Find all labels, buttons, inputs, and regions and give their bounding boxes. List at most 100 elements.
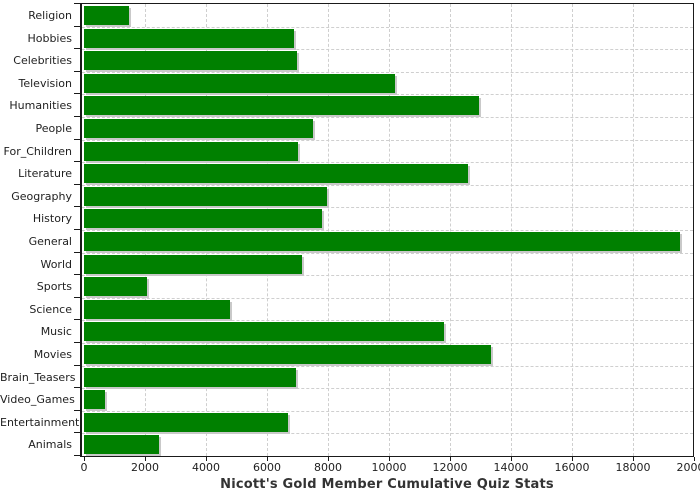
v-gridline xyxy=(450,4,451,456)
y-tick-label-for_children: For_Children xyxy=(3,145,72,158)
y-tick-label-sports: Sports xyxy=(36,280,72,293)
bar-for_children xyxy=(84,142,298,161)
x-tick-mark xyxy=(206,457,207,461)
v-gridline xyxy=(633,4,634,456)
y-tick-mark xyxy=(74,410,80,411)
x-tick-mark xyxy=(84,457,85,461)
y-tick-label-religion: Religion xyxy=(28,9,72,22)
x-tick-label-10000: 10000 xyxy=(371,461,407,474)
x-tick-label-16000: 16000 xyxy=(554,461,590,474)
bar-people xyxy=(84,119,313,138)
y-tick-label-movies: Movies xyxy=(33,348,72,361)
y-tick-label-people: People xyxy=(35,122,72,135)
x-tick-label-6000: 6000 xyxy=(253,461,281,474)
x-tick-label-0: 0 xyxy=(80,461,88,474)
x-tick-mark xyxy=(389,457,390,461)
x-tick-mark xyxy=(450,457,451,461)
h-gridline xyxy=(82,320,693,321)
y-tick-mark xyxy=(74,342,80,343)
y-tick-mark xyxy=(74,93,80,94)
x-tick-label-18000: 18000 xyxy=(615,461,651,474)
h-gridline xyxy=(82,162,693,163)
y-tick-mark xyxy=(74,184,80,185)
bar-celebrities xyxy=(84,51,297,70)
h-gridline xyxy=(82,49,693,50)
h-gridline xyxy=(82,343,693,344)
y-tick-label-general: General xyxy=(28,235,72,248)
y-tick-mark xyxy=(74,274,80,275)
y-tick-label-animals: Animals xyxy=(28,438,72,451)
x-tick-mark xyxy=(328,457,329,461)
bar-general xyxy=(84,232,680,251)
bar-sports xyxy=(84,277,147,296)
y-tick-mark xyxy=(74,432,80,433)
x-tick-mark xyxy=(694,457,695,461)
x-tick-mark xyxy=(145,457,146,461)
y-tick-label-hobbies: Hobbies xyxy=(27,32,72,45)
h-gridline xyxy=(82,185,693,186)
x-tick-label-4000: 4000 xyxy=(192,461,220,474)
h-gridline xyxy=(82,27,693,28)
x-tick-mark xyxy=(572,457,573,461)
h-gridline xyxy=(82,230,693,231)
y-tick-label-history: History xyxy=(32,212,72,225)
y-tick-mark xyxy=(74,48,80,49)
y-tick-label-world: World xyxy=(40,258,72,271)
x-tick-label-20000: 20000 xyxy=(676,461,700,474)
h-gridline xyxy=(82,117,693,118)
bar-world xyxy=(84,255,302,274)
v-gridline xyxy=(267,4,268,456)
x-tick-mark xyxy=(633,457,634,461)
y-tick-label-science: Science xyxy=(29,303,72,316)
y-tick-mark xyxy=(74,71,80,72)
y-tick-label-music: Music xyxy=(40,325,72,338)
bar-hobbies xyxy=(84,29,294,48)
bar-movies xyxy=(84,345,491,364)
y-tick-label-literature: Literature xyxy=(18,167,72,180)
bar-history xyxy=(84,209,322,228)
x-tick-label-8000: 8000 xyxy=(314,461,342,474)
h-gridline xyxy=(82,253,693,254)
y-tick-mark xyxy=(74,206,80,207)
bar-brain_teasers xyxy=(84,368,296,387)
y-tick-mark xyxy=(74,319,80,320)
y-tick-label-video_games: Video_Games xyxy=(0,393,75,406)
y-tick-mark xyxy=(74,297,80,298)
bar-science xyxy=(84,300,230,319)
v-gridline xyxy=(145,4,146,456)
y-tick-label-geography: Geography xyxy=(11,190,72,203)
x-tick-mark xyxy=(267,457,268,461)
chart-title: Nicott's Gold Member Cumulative Quiz Sta… xyxy=(220,477,554,492)
y-tick-label-celebrities: Celebrities xyxy=(13,54,72,67)
v-gridline xyxy=(389,4,390,456)
y-tick-mark xyxy=(74,229,80,230)
v-gridline xyxy=(328,4,329,456)
bar-television xyxy=(84,74,395,93)
y-tick-mark xyxy=(74,116,80,117)
v-gridline xyxy=(511,4,512,456)
y-tick-label-humanities: Humanities xyxy=(9,99,72,112)
x-tick-label-14000: 14000 xyxy=(493,461,529,474)
h-gridline xyxy=(82,140,693,141)
x-tick-mark xyxy=(511,457,512,461)
y-tick-mark xyxy=(74,252,80,253)
h-gridline xyxy=(82,411,693,412)
v-gridline xyxy=(572,4,573,456)
h-gridline xyxy=(82,72,693,73)
plot-area xyxy=(80,3,694,457)
h-gridline xyxy=(82,275,693,276)
y-axis-category-labels: Religion Hobbies Celebrities Television Huma… xyxy=(0,3,80,457)
bar-animals xyxy=(84,435,159,454)
y-tick-label-brain_teasers: Brain_Teasers xyxy=(0,371,76,384)
y-tick-label-entertainment: Entertainment xyxy=(0,416,80,429)
y-tick-mark xyxy=(74,3,80,4)
y-tick-mark xyxy=(74,26,80,27)
y-tick-mark xyxy=(74,387,80,388)
v-gridline xyxy=(206,4,207,456)
x-tick-label-2000: 2000 xyxy=(131,461,159,474)
bar-geography xyxy=(84,187,327,206)
y-tick-label-television: Television xyxy=(18,77,73,90)
y-tick-mark xyxy=(74,161,80,162)
bar-literature xyxy=(84,164,468,183)
